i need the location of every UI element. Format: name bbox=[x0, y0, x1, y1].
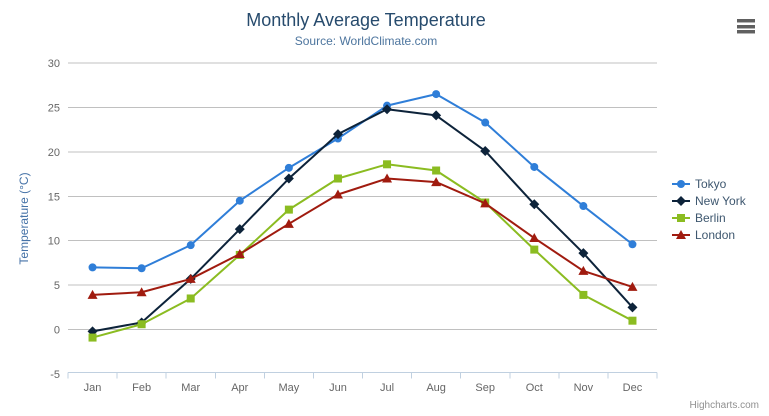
highcharts-credit-link[interactable]: Highcharts.com bbox=[689, 400, 759, 411]
x-axis-label: Dec bbox=[623, 382, 643, 394]
x-axis-label: Feb bbox=[132, 382, 151, 394]
series-line-tokyo[interactable] bbox=[91, 93, 634, 270]
data-point-marker[interactable] bbox=[480, 198, 491, 208]
y-axis-label: 20 bbox=[48, 147, 60, 159]
legend-item-tokyo[interactable]: Tokyo bbox=[672, 175, 746, 192]
data-point-marker[interactable] bbox=[529, 199, 540, 210]
legend-item-new-york[interactable]: New York bbox=[672, 192, 746, 209]
y-axis-label: 5 bbox=[54, 280, 60, 292]
data-point-marker[interactable] bbox=[333, 174, 342, 183]
legend-item-berlin[interactable]: Berlin bbox=[672, 209, 746, 226]
data-point-marker[interactable] bbox=[137, 320, 146, 329]
hamburger-menu-icon bbox=[737, 19, 755, 23]
x-axis-label: Aug bbox=[426, 382, 446, 394]
data-point-marker[interactable] bbox=[185, 273, 196, 283]
data-point-marker[interactable] bbox=[186, 294, 195, 303]
data-point-marker[interactable] bbox=[383, 160, 392, 169]
data-point-marker[interactable] bbox=[283, 218, 294, 228]
legend-label: Tokyo bbox=[695, 176, 727, 191]
data-point-marker[interactable] bbox=[283, 173, 294, 184]
data-point-marker[interactable] bbox=[284, 205, 293, 214]
data-point-marker[interactable] bbox=[432, 166, 441, 175]
legend-label: Berlin bbox=[695, 210, 726, 225]
export-menu-button[interactable] bbox=[734, 17, 758, 36]
y-axis-label: 15 bbox=[48, 191, 60, 203]
data-point-marker[interactable] bbox=[578, 248, 589, 259]
legend-label: London bbox=[695, 227, 736, 242]
data-point-marker[interactable] bbox=[481, 118, 490, 127]
circle-series-marker-icon bbox=[672, 179, 690, 188]
square-series-marker-icon bbox=[672, 213, 690, 222]
data-point-marker[interactable] bbox=[627, 302, 638, 313]
legend-item-london[interactable]: London bbox=[672, 226, 746, 243]
x-axis-label: Nov bbox=[574, 382, 594, 394]
x-axis-label: Jan bbox=[84, 382, 102, 394]
series-line-london[interactable] bbox=[91, 177, 634, 296]
diamond-series-marker-icon bbox=[672, 195, 690, 206]
data-point-marker[interactable] bbox=[332, 189, 343, 199]
data-point-marker[interactable] bbox=[677, 179, 685, 188]
hamburger-menu-icon bbox=[737, 24, 755, 29]
x-axis-label: Mar bbox=[181, 382, 200, 394]
data-point-marker[interactable] bbox=[88, 263, 97, 272]
data-point-marker[interactable] bbox=[677, 213, 685, 222]
legend-label: New York bbox=[695, 193, 746, 208]
x-axis-label: Jun bbox=[329, 382, 347, 394]
chart-subtitle: Source: WorldClimate.com bbox=[294, 34, 438, 48]
data-point-marker[interactable] bbox=[235, 196, 244, 205]
data-point-marker[interactable] bbox=[332, 129, 343, 140]
x-axis-label: Sep bbox=[475, 382, 495, 394]
data-point-marker[interactable] bbox=[136, 287, 147, 297]
chart-title: Monthly Average Temperature bbox=[246, 10, 486, 30]
data-point-marker[interactable] bbox=[676, 195, 686, 206]
data-point-marker[interactable] bbox=[578, 265, 589, 275]
data-point-marker[interactable] bbox=[530, 162, 539, 171]
x-axis-label: Apr bbox=[231, 382, 248, 394]
data-point-marker[interactable] bbox=[530, 245, 539, 254]
data-point-marker[interactable] bbox=[676, 229, 686, 239]
data-point-marker[interactable] bbox=[431, 110, 442, 121]
data-point-marker[interactable] bbox=[431, 177, 442, 187]
data-point-marker[interactable] bbox=[137, 264, 146, 273]
data-point-marker[interactable] bbox=[627, 281, 638, 291]
legend: Tokyo New York Berlin London bbox=[672, 175, 746, 243]
data-point-marker[interactable] bbox=[480, 145, 491, 156]
hamburger-menu-icon bbox=[737, 30, 755, 34]
y-axis-label: 30 bbox=[48, 58, 60, 70]
data-point-marker[interactable] bbox=[284, 163, 293, 172]
series-line-berlin[interactable] bbox=[91, 163, 634, 339]
y-axis-label: 0 bbox=[54, 325, 60, 337]
data-point-marker[interactable] bbox=[234, 249, 245, 259]
data-point-marker[interactable] bbox=[186, 241, 195, 250]
data-point-marker[interactable] bbox=[529, 233, 540, 243]
x-axis-label: Jul bbox=[380, 382, 394, 394]
data-point-marker[interactable] bbox=[88, 333, 97, 342]
data-point-marker[interactable] bbox=[579, 202, 588, 211]
data-point-marker[interactable] bbox=[432, 90, 441, 99]
data-point-marker[interactable] bbox=[234, 224, 245, 235]
y-axis-label: 25 bbox=[48, 102, 60, 114]
data-point-marker[interactable] bbox=[87, 289, 98, 299]
x-axis-label: Oct bbox=[526, 382, 543, 394]
y-axis-label: 10 bbox=[48, 236, 60, 248]
y-axis-label: -5 bbox=[50, 369, 60, 381]
x-axis-label: May bbox=[278, 382, 299, 394]
data-point-marker[interactable] bbox=[628, 240, 637, 249]
data-point-marker[interactable] bbox=[382, 104, 393, 115]
data-point-marker[interactable] bbox=[382, 173, 393, 183]
data-point-marker[interactable] bbox=[628, 316, 637, 325]
triangle-series-marker-icon bbox=[672, 229, 690, 239]
y-axis-title: Temperature (°C) bbox=[17, 172, 31, 264]
series-line-new-york[interactable] bbox=[91, 108, 634, 333]
data-point-marker[interactable] bbox=[579, 290, 588, 299]
